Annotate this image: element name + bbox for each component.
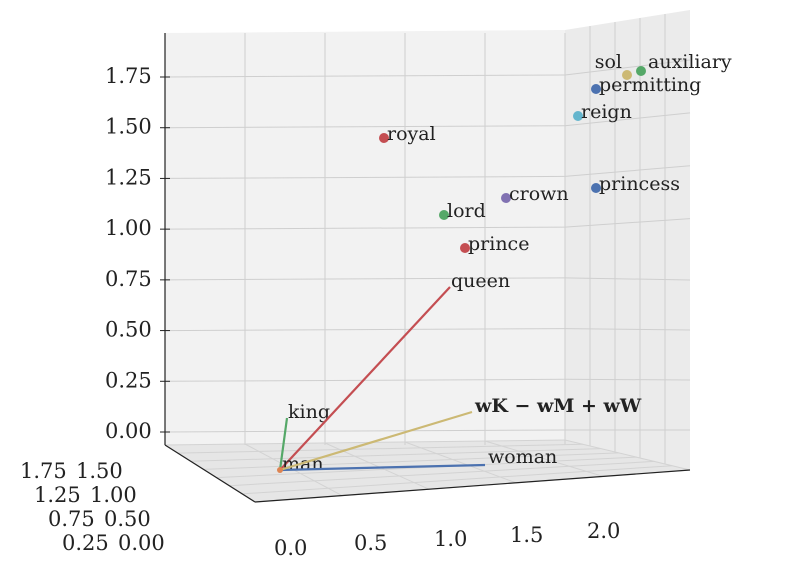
x-tick-label: 1.5	[510, 523, 543, 547]
y-tick-label: 1.25	[34, 483, 81, 507]
point-permitting	[591, 84, 601, 94]
floor-gridline	[404, 441, 517, 484]
z-gridline-side	[564, 277, 691, 281]
z-gridline	[164, 378, 566, 382]
z-tick-label: 1.00	[105, 216, 152, 240]
z-tick-label: 0.00	[105, 419, 152, 443]
z-gridline-side	[564, 112, 691, 127]
x-tick-label: 0.0	[274, 536, 307, 560]
x-tick-label: 2.0	[587, 519, 620, 543]
vector-label: king	[288, 401, 330, 423]
z-gridline-side	[564, 165, 691, 177]
z-gridline-side	[564, 59, 691, 76]
z-tick-label: 1.75	[105, 64, 152, 88]
vector-label: wK − wM + wW	[474, 395, 642, 417]
point-princess	[591, 183, 601, 193]
point-prince	[460, 243, 470, 253]
floor-gridline	[177, 443, 583, 454]
y-tick-label: 1.00	[90, 483, 137, 507]
floor-gridline	[242, 465, 673, 495]
point-label: prince	[468, 233, 529, 255]
floor-gridline	[164, 439, 566, 446]
point-label: lord	[447, 200, 486, 222]
y-tick-label: 0.75	[48, 507, 95, 531]
floor-gridline	[564, 439, 691, 471]
point-label: princess	[599, 173, 680, 195]
z-tick-label: 1.25	[105, 165, 152, 189]
z-tick-label: 0.25	[105, 368, 152, 392]
point-label: permitting	[599, 74, 701, 96]
floor-gridline	[484, 440, 604, 477]
origin-point	[277, 467, 283, 473]
y-tick-label: 0.50	[104, 507, 151, 531]
point-label: sol	[595, 51, 622, 73]
z-gridline	[164, 328, 566, 332]
z-tick-label: 1.50	[105, 115, 152, 139]
z-gridline-side	[564, 378, 691, 381]
point-royal	[379, 133, 389, 143]
floor-gridline	[229, 460, 655, 487]
z-gridline	[164, 125, 566, 129]
y-tick-label: 0.25	[62, 531, 109, 555]
vector-label: woman	[488, 446, 557, 468]
vector-king	[278, 417, 289, 471]
x-tick-label: 1.0	[434, 527, 467, 551]
x-tick-label: 0.5	[354, 531, 387, 555]
z-gridline-side	[564, 328, 691, 331]
z-gridline	[164, 226, 566, 230]
point-label: royal	[387, 123, 436, 145]
z-gridline	[164, 277, 566, 281]
y-tick-label: 0.00	[118, 531, 165, 555]
point-crown	[501, 193, 511, 203]
floor-gridline	[190, 448, 601, 462]
vector-wkwmww	[279, 410, 473, 472]
y-tick-label: 1.50	[76, 459, 123, 483]
point-lord	[439, 210, 449, 220]
z-tick-label: 0.75	[105, 267, 152, 291]
z-gridline	[164, 429, 566, 433]
side-pane	[565, 10, 690, 470]
x-axis	[254, 469, 691, 503]
z-gridline	[164, 175, 566, 179]
point-label: reign	[581, 101, 632, 123]
floor-gridline	[203, 452, 619, 470]
z-gridline	[164, 74, 566, 78]
point-label: crown	[509, 183, 569, 205]
point-label: auxiliary	[648, 51, 732, 73]
back-pane	[165, 30, 565, 445]
y-axis	[164, 444, 256, 503]
vector-queen	[279, 286, 451, 471]
vector-label: queen	[451, 270, 510, 292]
vector-woman	[279, 463, 486, 472]
z-gridline-side	[564, 218, 691, 228]
point-reign	[573, 111, 583, 121]
y-tick-label: 1.75	[20, 459, 67, 483]
z-tick-label: 0.50	[105, 318, 152, 342]
point-sol	[622, 70, 632, 80]
point-auxiliary	[636, 66, 646, 76]
